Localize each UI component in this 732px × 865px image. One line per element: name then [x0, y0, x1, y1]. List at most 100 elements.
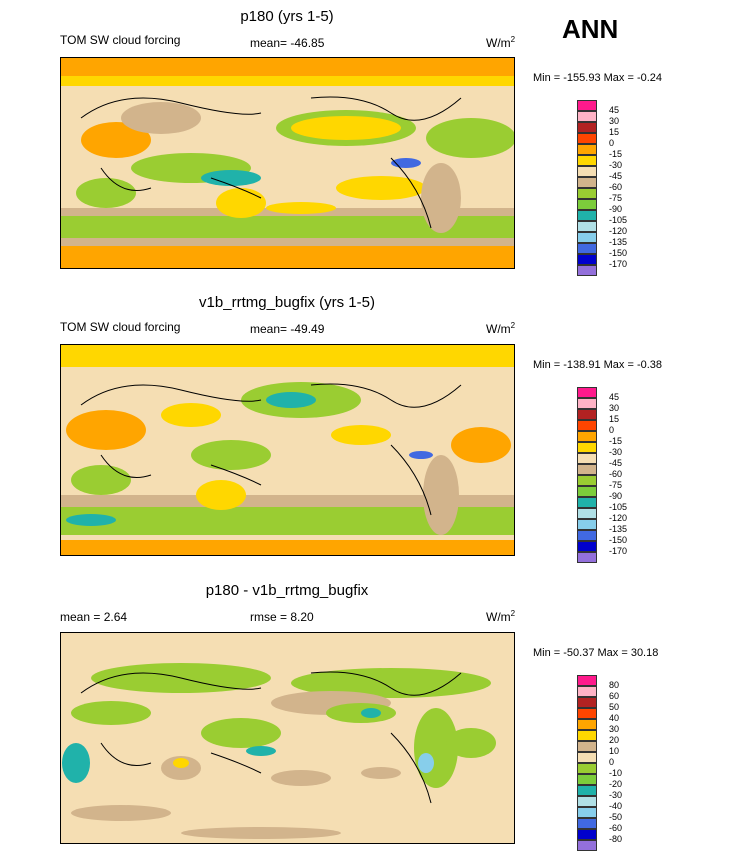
colorbar-tick-label: -15 [609, 436, 623, 446]
colorbar-tick-label: -60 [609, 469, 623, 479]
colorbar-tick-label: 0 [609, 757, 615, 767]
panel-1-minmax: Min = -155.93 Max = -0.24 [533, 72, 663, 84]
colorbar-swatch [577, 453, 597, 464]
colorbar-tick-label: -15 [609, 149, 623, 159]
colorbar-swatch [577, 387, 597, 398]
panel-3-units-exp: 2 [510, 609, 516, 618]
colorbar-tick-label: -135 [609, 524, 628, 534]
colorbar-swatch [577, 686, 597, 697]
colorbar-swatch [577, 199, 597, 210]
colorbar-swatch [577, 486, 597, 497]
colorbar-tick-label: 15 [609, 414, 620, 424]
colorbar-tick-label: -60 [609, 823, 623, 833]
colorbar-swatch [577, 398, 597, 409]
colorbar-swatch [577, 243, 597, 254]
colorbar-swatch [577, 431, 597, 442]
colorbar-tick-label: 30 [609, 403, 620, 413]
colorbar-tick-label: -10 [609, 768, 623, 778]
colorbar-tick-label: -90 [609, 491, 623, 501]
colorbar-swatch [577, 530, 597, 541]
panel-1-variable-label: TOM SW cloud forcing [60, 33, 181, 47]
colorbar-tick-label: -105 [609, 215, 628, 225]
colorbar-swatch [577, 785, 597, 796]
colorbar-swatch [577, 807, 597, 818]
colorbar-tick-label: 30 [609, 724, 620, 734]
colorbar-swatch [577, 675, 597, 686]
colorbar-tick-label: -120 [609, 226, 628, 236]
colorbar-tick-label: 40 [609, 713, 620, 723]
panel-1-units-base: W/m [486, 36, 511, 50]
colorbar-tick-label: -120 [609, 513, 628, 523]
colorbar-tick-label: -150 [609, 248, 628, 258]
colorbar-swatch [577, 829, 597, 840]
panel-1-map [60, 57, 515, 269]
colorbar-swatch [577, 166, 597, 177]
panel-2-units: W/m2 [486, 321, 515, 336]
panel-3-map [60, 632, 515, 844]
colorbar-swatch [577, 763, 597, 774]
colorbar-tick-label: 20 [609, 735, 620, 745]
colorbar-tick-label: -45 [609, 171, 623, 181]
colorbar-swatch [577, 155, 597, 166]
colorbar-swatch [577, 254, 597, 265]
panel-2-variable-label: TOM SW cloud forcing [60, 320, 181, 334]
colorbar-swatch [577, 232, 597, 243]
panel-2-title: v1b_rrtmg_bugfix (yrs 1-5) [199, 294, 375, 311]
colorbar-tick-label: -75 [609, 480, 623, 490]
colorbar-tick-label: -170 [609, 546, 628, 556]
panel-3-units: W/m2 [486, 609, 515, 624]
panel-2-units-base: W/m [486, 322, 511, 336]
colorbar-swatch [577, 752, 597, 763]
colorbar-tick-label: 60 [609, 691, 620, 701]
colorbar-swatch [577, 552, 597, 563]
colorbar-swatch [577, 497, 597, 508]
colorbar-tick-label: -30 [609, 160, 623, 170]
colorbar-swatch [577, 730, 597, 741]
colorbar-swatch [577, 774, 597, 785]
colorbar-tick-label: 0 [609, 138, 615, 148]
colorbar-tick-label: -20 [609, 779, 623, 789]
colorbar-tick-label: -30 [609, 447, 623, 457]
colorbar-swatch [577, 796, 597, 807]
colorbar-swatch [577, 122, 597, 133]
colorbar-tick-label: -105 [609, 502, 628, 512]
colorbar-tick-label: 0 [609, 425, 615, 435]
colorbar-swatch [577, 508, 597, 519]
colorbar-tick-label: -75 [609, 193, 623, 203]
colorbar-tick-label: -90 [609, 204, 623, 214]
colorbar-tick-label: -170 [609, 259, 628, 269]
panel-3-units-base: W/m [486, 610, 511, 624]
colorbar-swatch [577, 708, 597, 719]
panel-2-minmax: Min = -138.91 Max = -0.38 [533, 359, 663, 371]
colorbar-tick-label: 10 [609, 746, 620, 756]
colorbar-swatch [577, 420, 597, 431]
colorbar-swatch [577, 144, 597, 155]
panel-1-units: W/m2 [486, 35, 515, 50]
colorbar-tick-label: 15 [609, 127, 620, 137]
panel-3-minmax: Min = -50.37 Max = 30.18 [533, 647, 659, 659]
colorbar-swatch [577, 265, 597, 276]
colorbar-tick-label: -150 [609, 535, 628, 545]
colorbar-swatch [577, 719, 597, 730]
colorbar-swatch [577, 541, 597, 552]
panel-2-mean-label: mean= -49.49 [250, 322, 325, 336]
panel-3-title: p180 - v1b_rrtmg_bugfix [205, 582, 369, 599]
colorbar-swatch [577, 100, 597, 111]
panel-3-rmse-label: rmse = 8.20 [250, 610, 314, 624]
colorbar-tick-label: -50 [609, 812, 623, 822]
colorbar-swatch [577, 111, 597, 122]
colorbar-swatch [577, 188, 597, 199]
colorbar-tick-label: 80 [609, 680, 620, 690]
panel-2-map [60, 344, 515, 556]
panel-2-units-exp: 2 [510, 321, 516, 330]
colorbar-tick-label: -80 [609, 834, 623, 844]
colorbar-tick-label: -30 [609, 790, 623, 800]
panel-1-title: p180 (yrs 1-5) [240, 8, 334, 25]
panel-3-mean-label: mean = 2.64 [60, 610, 128, 624]
colorbar-tick-label: 45 [609, 392, 620, 402]
colorbar-swatch [577, 818, 597, 829]
colorbar-swatch [577, 697, 597, 708]
colorbar-swatch [577, 210, 597, 221]
colorbar-tick-label: -40 [609, 801, 623, 811]
colorbar-swatch [577, 177, 597, 188]
